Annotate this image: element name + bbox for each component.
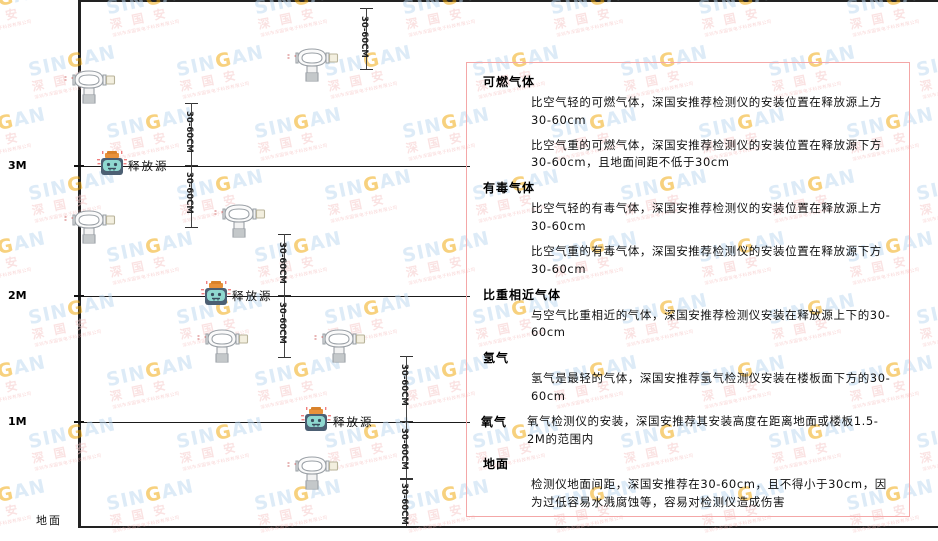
panel-section: 氧气 氧气检测仪的安装，深国安推荐其安装高度在距离地面或楼板1.5-2M的范围内 (481, 413, 895, 449)
release-source-label: 释放源 (128, 159, 169, 173)
level-label-3m: 3M (8, 159, 27, 172)
panel-section-paragraph: 比空气重的可燃气体，深国安推荐检测仪的安装位置在释放源下方30-60cm，且地面… (531, 137, 882, 170)
level-tick-1m (74, 421, 84, 423)
vertical-axis (78, 0, 81, 528)
ground-line (78, 526, 938, 528)
panel-section: 比重相近气体与空气比重相近的气体，深国安推荐检测仪安装在释放源上下的30-60c… (481, 286, 895, 343)
panel-section: 氢气氢气是最轻的气体，深国安推荐氢气检测仪安装在楼板面下方的30-60cm (481, 349, 895, 406)
panel-section-heading: 比重相近气体 (483, 287, 562, 302)
release-source-label: 释放源 (333, 415, 374, 429)
ground-label: 地面 (36, 514, 62, 527)
dimension-label: 30-60CM (277, 302, 287, 344)
dimension-label: 30-60CM (277, 242, 287, 284)
dimension-label: 30-60CM (399, 428, 409, 470)
release-source-label: 释放源 (232, 289, 273, 303)
panel-section-heading: 氢气 (483, 351, 510, 366)
dimension-label: 30-60CM (359, 16, 369, 58)
panel-section-paragraph: 检测仪地面间距，深国安推荐在30-60cm，且不得小于30cm，因为过低容易水溅… (531, 477, 887, 510)
level-tick-3m (74, 165, 84, 167)
gas-detector-icon (62, 206, 118, 246)
dimension-label: 30-60CM (399, 364, 409, 406)
gas-detector-icon (312, 325, 368, 365)
release-source-icon (300, 406, 332, 436)
gas-detector-icon (62, 66, 118, 106)
panel-section-heading: 有毒气体 (483, 181, 536, 196)
panel-section-heading: 地面 (483, 457, 510, 472)
panel-section: 可燃气体比空气轻的可燃气体，深国安推荐检测仪的安装位置在释放源上方30-60cm… (481, 73, 895, 172)
level-line-3m (80, 166, 470, 167)
release-source-icon (96, 150, 128, 180)
panel-section-paragraph: 氢气是最轻的气体，深国安推荐氢气检测仪安装在楼板面下方的30-60cm (531, 371, 891, 403)
dimension-label: 30-60CM (184, 172, 194, 214)
panel-section-paragraph: 比空气轻的有毒气体，深国安推荐检测仪的安装位置在释放源上方30-60cm (531, 201, 882, 234)
level-label-2m: 2M (8, 289, 27, 302)
panel-section-heading: 氧气 (481, 414, 508, 429)
dimension-label: 30-60CM (184, 111, 194, 153)
release-source-icon (200, 280, 232, 310)
gas-detector-icon (285, 44, 341, 84)
dimension-label: 30-60CM (399, 483, 409, 525)
gas-detector-icon (285, 452, 341, 492)
ceiling-line (78, 0, 938, 2)
level-tick-2m (74, 295, 84, 297)
panel-section: 有毒气体比空气轻的有毒气体，深国安推荐检测仪的安装位置在释放源上方30-60cm… (481, 179, 895, 278)
level-line-1m (80, 422, 470, 423)
panel-section-paragraph: 与空气比重相近的气体，深国安推荐检测仪安装在释放源上下的30-60cm (531, 307, 891, 340)
panel-section-paragraph: 比空气轻的可燃气体，深国安推荐检测仪的安装位置在释放源上方30-60cm (531, 95, 882, 127)
level-line-2m (80, 296, 470, 297)
guidance-panel: 可燃气体比空气轻的可燃气体，深国安推荐检测仪的安装位置在释放源上方30-60cm… (466, 62, 910, 517)
gas-detector-icon (195, 325, 251, 365)
level-label-1m: 1M (8, 415, 27, 428)
panel-section-paragraph: 氧气检测仪的安装，深国安推荐其安装高度在距离地面或楼板1.5-2M的范围内 (527, 413, 879, 446)
panel-section-heading: 可燃气体 (483, 75, 536, 89)
gas-detector-icon (212, 200, 268, 240)
panel-section-paragraph: 比空气重的有毒气体，深国安推荐检测仪的安装位置在释放源下方30-60cm (531, 243, 882, 276)
panel-section: 地面检测仪地面间距，深国安推荐在30-60cm，且不得小于30cm，因为过低容易… (481, 455, 895, 512)
